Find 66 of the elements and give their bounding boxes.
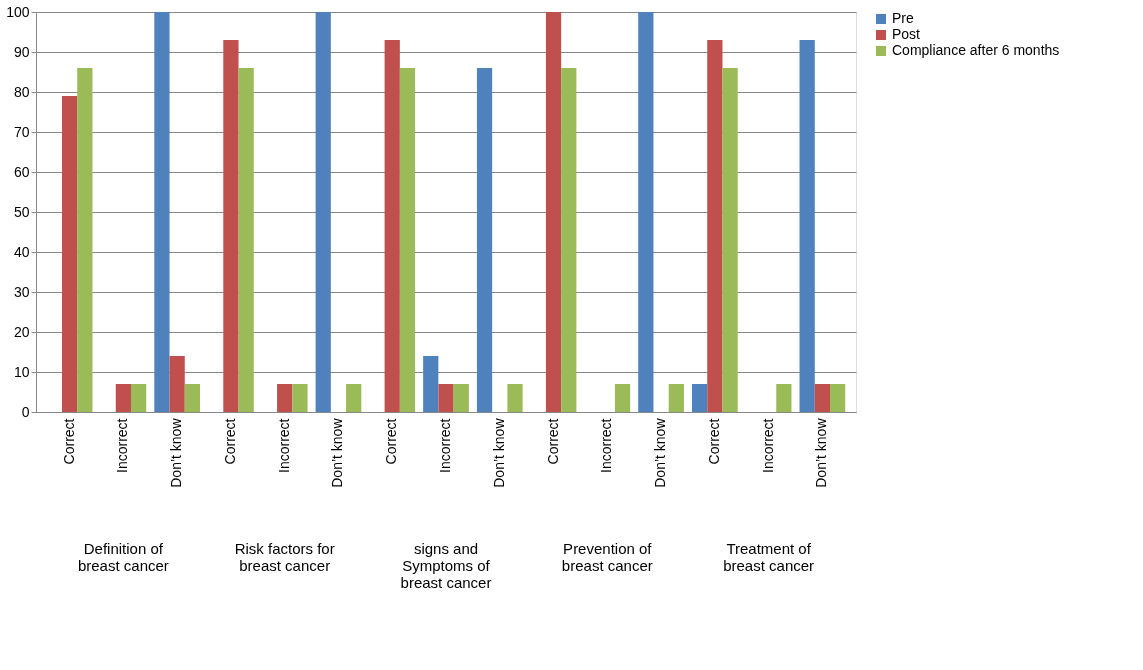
y-tick-label: 40 xyxy=(13,243,30,260)
y-tick-label: 60 xyxy=(13,163,30,180)
bar xyxy=(61,96,78,412)
x-tick-label: Incorrect xyxy=(275,418,292,473)
bar xyxy=(277,384,293,412)
text: Definition of breast cancer xyxy=(77,540,169,574)
bar xyxy=(184,384,200,412)
y-tick-label: 70 xyxy=(13,123,30,140)
bar xyxy=(315,12,331,412)
bar xyxy=(154,12,170,412)
y-tick-label: 50 xyxy=(13,203,30,220)
x-tick-label: Correct xyxy=(544,418,561,465)
bar xyxy=(722,68,738,412)
bar xyxy=(453,384,469,412)
bar xyxy=(346,384,362,412)
text: signs and Symptoms of breast cancer xyxy=(400,540,492,591)
bar xyxy=(830,384,846,412)
bar xyxy=(292,384,308,412)
bar xyxy=(77,68,93,412)
bar xyxy=(668,384,684,412)
y-tick-label: 10 xyxy=(13,363,30,380)
x-tick-label: Don’t know xyxy=(813,417,830,488)
bar xyxy=(115,384,131,412)
x-tick-label: Don’t know xyxy=(168,417,185,488)
text: Risk factors for breast cancer xyxy=(234,540,335,574)
legend-label: Post xyxy=(892,26,921,42)
x-tick-label: Don’t know xyxy=(652,417,669,488)
bar xyxy=(692,384,708,412)
bar xyxy=(614,384,631,412)
y-tick-label: 30 xyxy=(13,283,30,300)
x-tick-label: Incorrect xyxy=(437,418,453,473)
bar xyxy=(707,40,723,412)
y-tick-label: 100 xyxy=(6,3,30,20)
bar xyxy=(399,68,416,412)
text: Prevention of breast cancer xyxy=(561,540,653,574)
x-tick-label: Correct xyxy=(705,418,722,465)
x-tick-label: Don’t know xyxy=(490,417,507,488)
y-tick-label: 20 xyxy=(13,323,30,340)
bar xyxy=(476,68,493,412)
bar xyxy=(561,68,577,412)
x-tick-label: Incorrect xyxy=(598,418,615,473)
y-tick-label: 0 xyxy=(21,403,30,420)
bar xyxy=(238,68,254,412)
x-tick-label: Correct xyxy=(383,418,400,465)
bar xyxy=(223,40,239,412)
y-tick-label: 90 xyxy=(13,43,30,60)
bar xyxy=(776,384,792,412)
bar xyxy=(130,384,147,412)
y-tick-label: 80 xyxy=(13,83,30,100)
bar xyxy=(438,384,454,412)
text: Treatment of breast cancer xyxy=(723,540,815,574)
bar xyxy=(384,40,400,412)
x-tick-label: Incorrect xyxy=(114,418,131,473)
x-tick-label: Don’t know xyxy=(329,417,346,488)
bar xyxy=(545,12,562,412)
bar xyxy=(799,40,815,412)
bar xyxy=(423,356,439,412)
x-tick-label: Correct xyxy=(60,418,77,465)
x-tick-label: Incorrect xyxy=(759,418,776,473)
legend-label: Compliance after 6 months xyxy=(892,42,1060,58)
bar xyxy=(507,384,523,412)
bar xyxy=(169,356,185,412)
bar xyxy=(814,384,831,412)
x-tick-label: Correct xyxy=(221,418,238,465)
legend-label: Pre xyxy=(892,10,914,26)
bar xyxy=(638,12,654,412)
